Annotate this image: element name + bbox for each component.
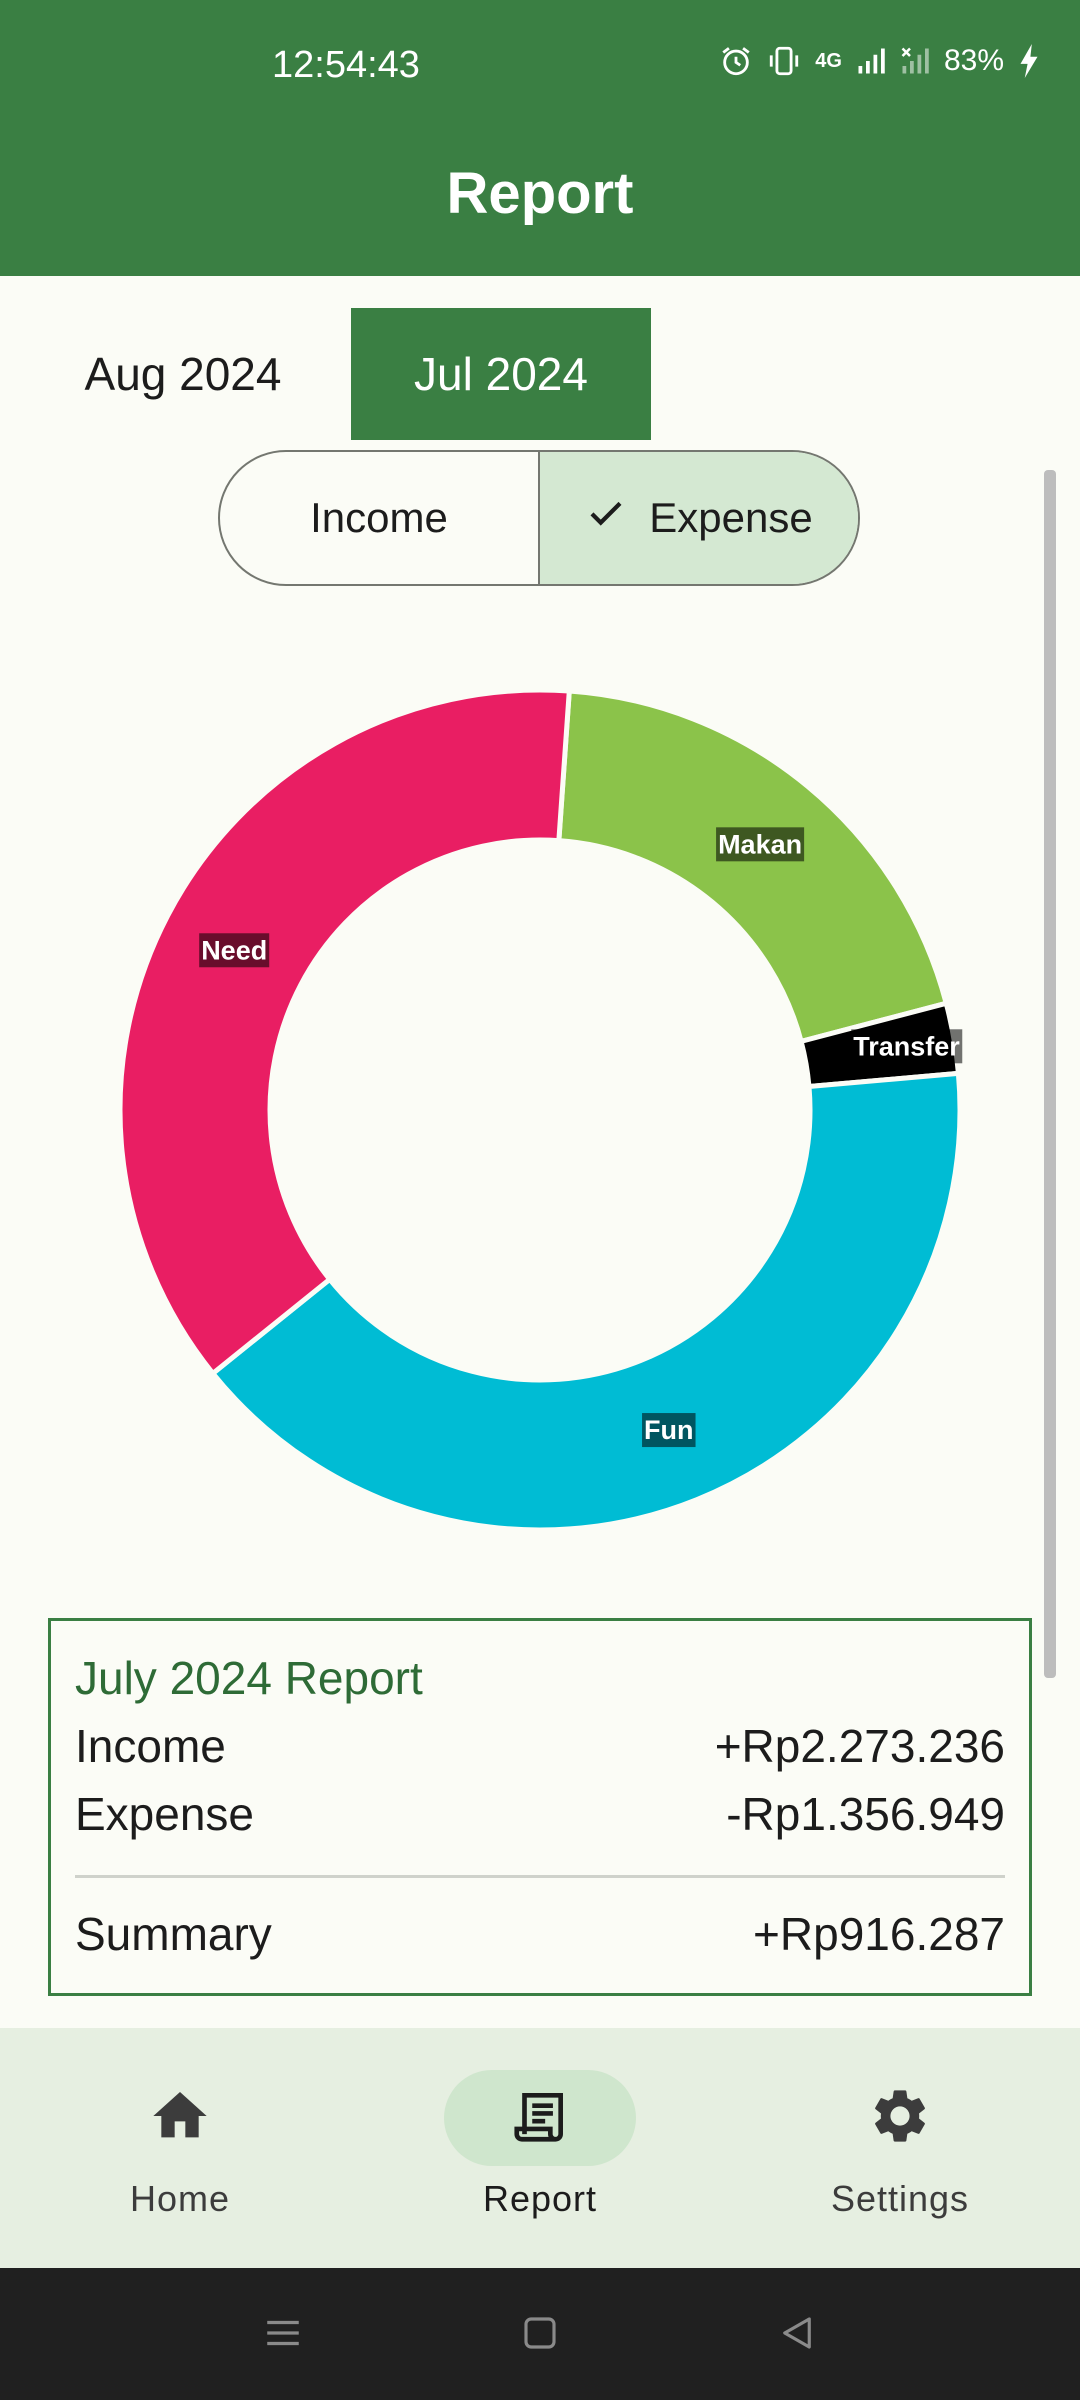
scrollbar[interactable]: [1044, 470, 1056, 1678]
summary-row: Summary +Rp916.287: [75, 1907, 1005, 1961]
nav-home-label: Home: [129, 2178, 231, 2219]
app-bar: Report: [0, 136, 1080, 276]
nav-settings-label: Settings: [830, 2178, 970, 2219]
donut-label-makan: Makan: [716, 827, 805, 862]
status-time: 12:54:43: [272, 44, 420, 86]
income-segment-label: Income: [310, 494, 448, 541]
donut-label-need: Need: [199, 933, 270, 968]
donut-label-background: [199, 933, 270, 968]
bottom-navigation: Home Report Settings: [0, 2028, 1080, 2268]
gear-icon: [868, 2084, 932, 2153]
expense-segment-label: Expense: [649, 494, 813, 541]
nav-home-indicator: [84, 2070, 276, 2166]
tab-jul-2024[interactable]: Jul 2024: [351, 308, 651, 440]
report-card: July 2024 Report Income +Rp2.273.236 Exp…: [48, 1618, 1032, 1996]
expense-segment-button[interactable]: Expense: [540, 452, 858, 584]
expense-label: Expense: [75, 1788, 255, 1840]
vibrate-icon: [767, 44, 801, 78]
donut-label-background: [716, 827, 805, 862]
donut-label-text: Fun: [644, 1415, 693, 1445]
donut-slice-makan[interactable]: [556, 688, 950, 1045]
donut-label-fun: Fun: [642, 1413, 696, 1448]
home-icon: [148, 2084, 212, 2153]
signal-icon: [856, 46, 886, 76]
income-value: +Rp2.273.236: [714, 1720, 1005, 1772]
donut-slice-fun[interactable]: [209, 1070, 963, 1533]
nav-report[interactable]: Report: [410, 2070, 670, 2220]
nav-report-indicator: [444, 2070, 636, 2166]
tab-aug-2024[interactable]: Aug 2024: [84, 348, 282, 400]
back-icon[interactable]: [776, 2312, 818, 2359]
divider: [75, 1875, 1005, 1878]
income-row: Income +Rp2.273.236: [75, 1719, 1005, 1773]
check-icon: [585, 492, 627, 544]
charging-icon: [1018, 44, 1040, 78]
donut-label-text: Transfer: [853, 1031, 960, 1061]
donut-label-background: [851, 1029, 963, 1064]
receipt-icon: [509, 2085, 571, 2152]
nav-settings-indicator: [804, 2070, 996, 2166]
expense-value: -Rp1.356.949: [726, 1788, 1005, 1840]
nav-report-label: Report: [482, 2178, 598, 2219]
network-type: 4G: [815, 49, 842, 72]
nav-settings[interactable]: Settings: [770, 2070, 1030, 2220]
battery-level: 83%: [943, 44, 1004, 77]
system-navigation-bar: [0, 2268, 1080, 2400]
menu-icon[interactable]: [262, 2312, 304, 2359]
donut-label-transfer: Transfer: [851, 1029, 963, 1064]
summary-label: Summary: [75, 1908, 272, 1960]
income-segment-button[interactable]: Income: [220, 452, 540, 584]
page-title: Report: [446, 161, 634, 226]
report-title: July 2024 Report: [75, 1652, 423, 1704]
expense-row: Expense -Rp1.356.949: [75, 1787, 1005, 1841]
donut-label-text: Need: [201, 935, 267, 965]
status-bar: 12:54:43 4G 83%: [0, 0, 1080, 136]
alarm-icon: [719, 44, 753, 78]
month-tabs: Aug 2024 Jul 2024: [40, 308, 651, 440]
income-expense-toggle: Income Expense: [218, 450, 860, 586]
signal-weak-icon: [900, 46, 930, 76]
donut-label-text: Makan: [718, 829, 802, 859]
home-square-icon[interactable]: [519, 2312, 561, 2359]
nav-home[interactable]: Home: [50, 2070, 310, 2220]
donut-slice-need[interactable]: [117, 687, 572, 1377]
expense-donut-chart: Makan Transfer Fun Need: [117, 687, 963, 1533]
status-icons: 4G 83%: [719, 44, 1040, 78]
income-label: Income: [75, 1720, 226, 1772]
donut-label-background: [642, 1413, 696, 1448]
summary-value: +Rp916.287: [753, 1908, 1005, 1960]
